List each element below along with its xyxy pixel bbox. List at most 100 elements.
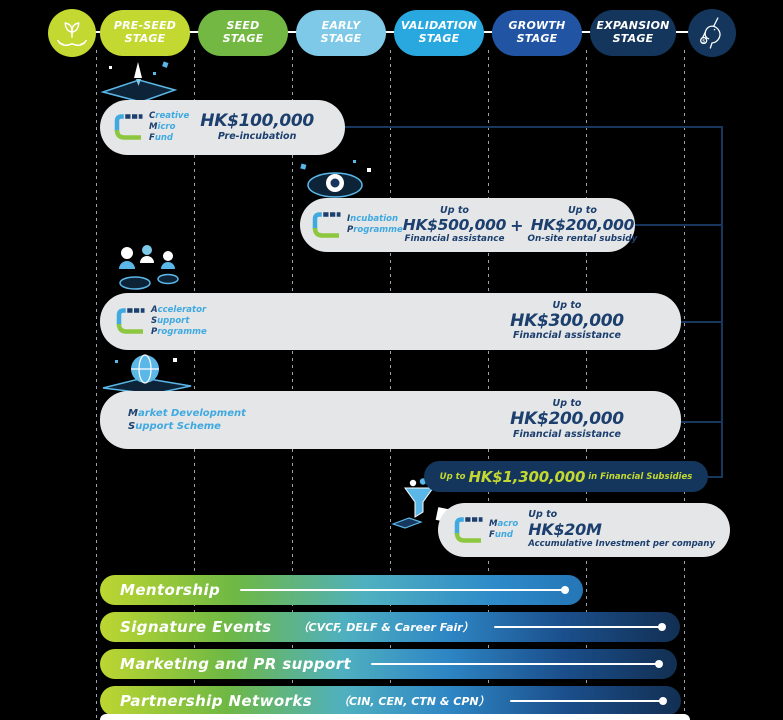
amount-prefix: Up to [567,204,597,216]
programme-name-line: Support Scheme [128,421,221,432]
stage-gridline [586,50,587,720]
amount-caption: Financial assistance [404,234,505,245]
bar-label: Mentorship [120,581,221,599]
stage-gridline [684,50,685,720]
bar-detail: （CVCF, DELF & Career Fair） [297,621,474,634]
amount-prefix: Up to [528,509,558,521]
asp-pill: Accelerator Support Programme Up to HK$3… [100,293,681,350]
macro-fund-logo: Macro Fund [454,514,518,546]
stage-label: STAGE [612,32,654,45]
bar-extent-line [509,697,668,705]
connector-asp [679,321,723,323]
c-mark-icon [116,308,145,335]
bar-extent-line [493,623,667,631]
banner-value: HK$1,300,000 [468,467,586,486]
connector-vertical [721,126,723,478]
cip-amount-rental: Up to HK$200,000 On-site rental subsidy [527,204,638,245]
stage-gridline [488,50,489,720]
stage-pill-early: EARLY STAGE [296,10,386,56]
amount-caption: Financial assistance [513,428,621,440]
programme-name-line: Fund [489,530,513,540]
connector-cip [633,224,723,226]
stage-pill-validation: VALIDATION STAGE [394,10,484,56]
programme-name-line: Creative [149,110,190,121]
stage-label: STAGE [516,32,558,45]
stage-pill-growth: GROWTH STAGE [492,10,582,56]
stage-label: EARLY [321,19,361,33]
amount-value: HK$500,000 [402,215,507,234]
stage-pill-seed: SEED STAGE [198,10,288,56]
bar-label: Marketing and PR support [120,655,352,673]
amount-prefix: Up to [440,204,469,216]
amount-value: HK$200,000 [530,215,635,234]
mdss-logo: Market Development Support Scheme [128,407,246,433]
stage-label: SEED [226,19,260,33]
amount-caption: On-site rental subsidy [527,234,638,245]
mdss-pill: Market Development Support Scheme Up to … [100,391,681,449]
c-mark-icon [312,212,341,238]
signature-events-bar: Signature Events （CVCF, DELF & Career Fa… [100,612,680,642]
asp-amount: Up to HK$300,000 Financial assistance [477,299,657,342]
amount-value: HK$100,000 [200,111,314,132]
bar-detail: （CIN, CEN, CTN & CPN） [338,695,490,708]
programme-name-line: Programme [151,327,207,338]
programme-name-line: Market Development [128,408,246,419]
bar-extent-line [240,586,569,594]
bar-label: Signature Events [120,618,272,636]
stage-label: STAGE [222,32,264,45]
stage-gridline [390,50,391,720]
bar-extent-line [371,660,663,668]
stage-label: GROWTH [508,19,566,33]
total-subsidy-banner: Up to HK$1,300,000 in Financial Subsidie… [424,461,708,492]
connector-banner [706,476,723,478]
stage-pill-expansion: EXPANSION STAGE [590,10,676,56]
connector-cmf [345,126,723,128]
asp-logo: Accelerator Support Programme [116,305,207,338]
stage-gridline [194,50,195,720]
stage-gridline [96,50,97,720]
amount-caption: Pre-incubation [217,130,297,142]
macro-fund-amount: Up to HK$20M Accumulative Investment per… [528,510,715,549]
programme-name-line: Accelerator [151,304,207,315]
cmf-amount: HK$100,000 Pre-incubation [189,112,345,142]
amount-value: HK$20M [528,520,602,540]
stage-label: STAGE [320,32,362,45]
stage-label: VALIDATION [400,19,478,33]
stage-gridline [292,50,293,720]
programme-name-line: Programme [347,225,403,235]
stage-track-line [72,31,714,33]
bar-label: Partnership Networks [120,692,313,710]
cip-pill: Incubation Programme Up to HK$500,000 Fi… [300,198,638,252]
programme-name-line: Micro [149,121,176,132]
stage-label: PRE-SEED [113,19,177,33]
next-bar-partial [100,714,690,720]
team-figures-illustration [105,243,195,297]
banner-suffix: in Financial Subsidies [588,471,693,482]
amount-prefix: Up to [552,299,582,311]
mdss-amount: Up to HK$200,000 Financial assistance [477,398,657,440]
cip-amount-financial: Up to HK$500,000 Financial assistance [402,204,507,245]
vision-eye-illustration [283,158,388,204]
hands-sprout-icon [48,9,96,57]
mentorship-bar: Mentorship [100,575,583,605]
cip-logo: Incubation Programme [312,209,403,241]
programme-name-line: Macro [489,518,519,529]
programme-name-line: Incubation [347,213,399,224]
amount-value: HK$300,000 [510,310,624,331]
stage-pill-pre-seed: PRE-SEED STAGE [100,10,190,56]
stage-label: STAGE [418,32,460,45]
amount-value: HK$200,000 [510,409,624,430]
programme-name-line: Support [151,315,190,326]
stage-label: STAGE [124,32,166,45]
programme-name-line: Fund [149,133,173,144]
cmf-logo: Creative Micro Fund [114,111,189,144]
unicorn-icon: $ [688,9,736,57]
c-mark-icon [114,114,143,141]
macro-fund-pill: Macro Fund Up to HK$20M Accumulative Inv… [438,503,730,557]
connector-mdss [679,421,723,423]
svg-text:$: $ [702,39,705,45]
c-mark-icon [454,517,483,543]
amount-prefix: Up to [552,398,582,410]
rocket-launch-illustration [95,58,190,106]
